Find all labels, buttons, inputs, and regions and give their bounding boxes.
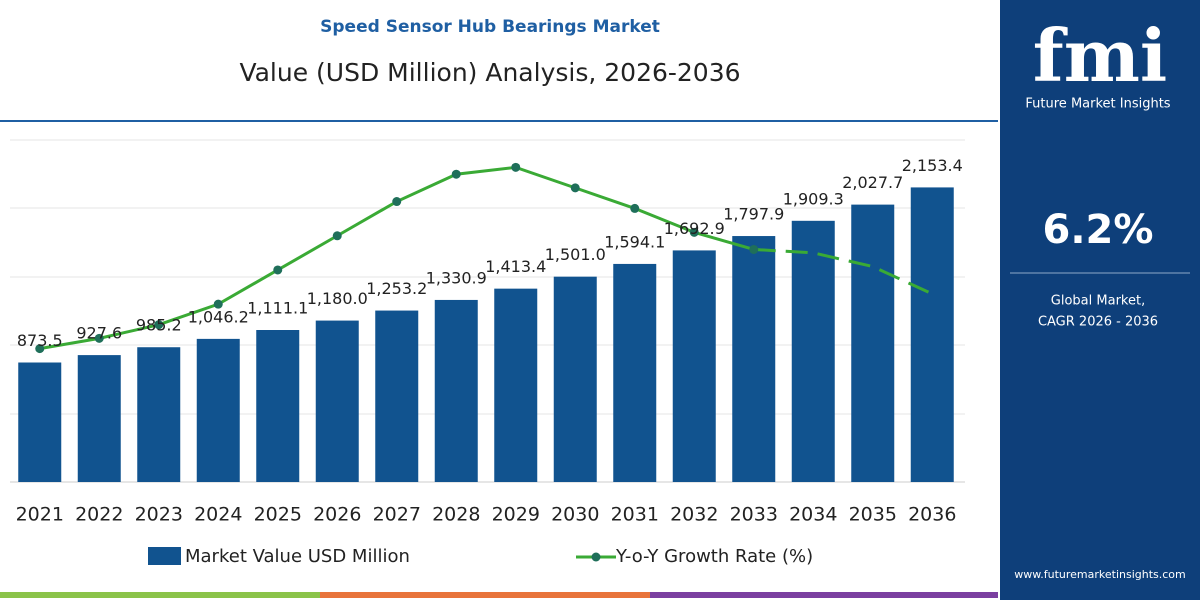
data-label: 1,253.2 bbox=[366, 279, 427, 298]
bar bbox=[910, 187, 954, 482]
data-label: 873.5 bbox=[17, 331, 63, 350]
bar bbox=[851, 204, 895, 482]
stripe bbox=[320, 592, 650, 598]
bar bbox=[672, 250, 716, 482]
data-label: 2,153.4 bbox=[902, 156, 963, 175]
bar bbox=[375, 310, 419, 482]
bar bbox=[315, 320, 359, 482]
bar bbox=[434, 299, 478, 482]
data-label: 2,027.7 bbox=[842, 173, 903, 192]
supertitle: Speed Sensor Hub Bearings Market bbox=[320, 17, 660, 37]
logo: fmi bbox=[1033, 13, 1168, 98]
line-marker bbox=[570, 183, 580, 193]
bar bbox=[196, 338, 240, 482]
x-tick-label: 2035 bbox=[849, 504, 897, 526]
x-tick-label: 2030 bbox=[551, 504, 599, 526]
bar bbox=[137, 347, 181, 482]
data-label: 1,692.9 bbox=[664, 219, 725, 238]
stripe bbox=[0, 592, 320, 598]
legend-swatch bbox=[591, 552, 601, 562]
data-label: 1,180.0 bbox=[307, 289, 368, 308]
data-label: 1,046.2 bbox=[188, 307, 249, 326]
data-label: 1,413.4 bbox=[485, 257, 546, 276]
line-marker bbox=[332, 231, 342, 241]
bar bbox=[553, 276, 597, 482]
x-tick-label: 2031 bbox=[611, 504, 659, 526]
line-marker bbox=[35, 344, 45, 354]
line-marker bbox=[630, 203, 640, 213]
bar bbox=[613, 263, 657, 482]
data-label: 1,330.9 bbox=[426, 268, 487, 287]
url: www.futuremarketinsights.com bbox=[1014, 568, 1186, 581]
x-tick-label: 2036 bbox=[908, 504, 956, 526]
data-label: 985.2 bbox=[136, 316, 182, 335]
x-tick-label: 2021 bbox=[16, 504, 64, 526]
x-tick-label: 2022 bbox=[75, 504, 123, 526]
x-tick-label: 2028 bbox=[432, 504, 480, 526]
x-tick-label: 2027 bbox=[373, 504, 421, 526]
caption: Global Market, bbox=[1051, 294, 1145, 309]
line-marker bbox=[451, 169, 461, 179]
chart-title: Value (USD Million) Analysis, 2026-2036 bbox=[239, 58, 740, 87]
bar bbox=[494, 288, 538, 482]
stripe bbox=[650, 592, 998, 598]
line-marker bbox=[94, 333, 104, 343]
line-forecast bbox=[753, 247, 933, 296]
legend-label: Y-o-Y Growth Rate (%) bbox=[615, 546, 813, 567]
line-marker bbox=[689, 227, 699, 237]
data-label: 1,797.9 bbox=[723, 205, 784, 224]
x-tick-label: 2034 bbox=[789, 504, 837, 526]
x-tick-label: 2029 bbox=[492, 504, 540, 526]
caption: CAGR 2026 - 2036 bbox=[1038, 315, 1158, 330]
bar bbox=[77, 355, 121, 482]
x-tick-label: 2032 bbox=[670, 504, 718, 526]
side-panel bbox=[1000, 0, 1200, 600]
x-tick-label: 2023 bbox=[135, 504, 183, 526]
legend-swatch bbox=[148, 547, 181, 565]
x-tick-label: 2026 bbox=[313, 504, 361, 526]
x-tick-label: 2025 bbox=[254, 504, 302, 526]
line-marker bbox=[213, 299, 223, 309]
x-tick-label: 2033 bbox=[730, 504, 778, 526]
data-label: 1,909.3 bbox=[783, 189, 844, 208]
data-label: 1,501.0 bbox=[545, 245, 606, 264]
data-label: 1,594.1 bbox=[604, 232, 665, 251]
legend-label: Market Value USD Million bbox=[185, 546, 410, 567]
bar bbox=[256, 330, 300, 482]
line-marker bbox=[392, 197, 402, 207]
bar bbox=[791, 220, 835, 483]
line-marker bbox=[511, 162, 521, 172]
brand: Future Market Insights bbox=[1025, 97, 1170, 112]
line-marker bbox=[749, 244, 759, 254]
bar bbox=[732, 236, 776, 482]
x-tick-label: 2024 bbox=[194, 504, 242, 526]
cagr: 6.2% bbox=[1043, 207, 1154, 253]
line-marker bbox=[154, 320, 164, 330]
line-marker bbox=[273, 265, 283, 275]
bar bbox=[18, 362, 62, 482]
data-label: 1,111.1 bbox=[247, 299, 308, 318]
data-label: 927.6 bbox=[76, 324, 122, 343]
